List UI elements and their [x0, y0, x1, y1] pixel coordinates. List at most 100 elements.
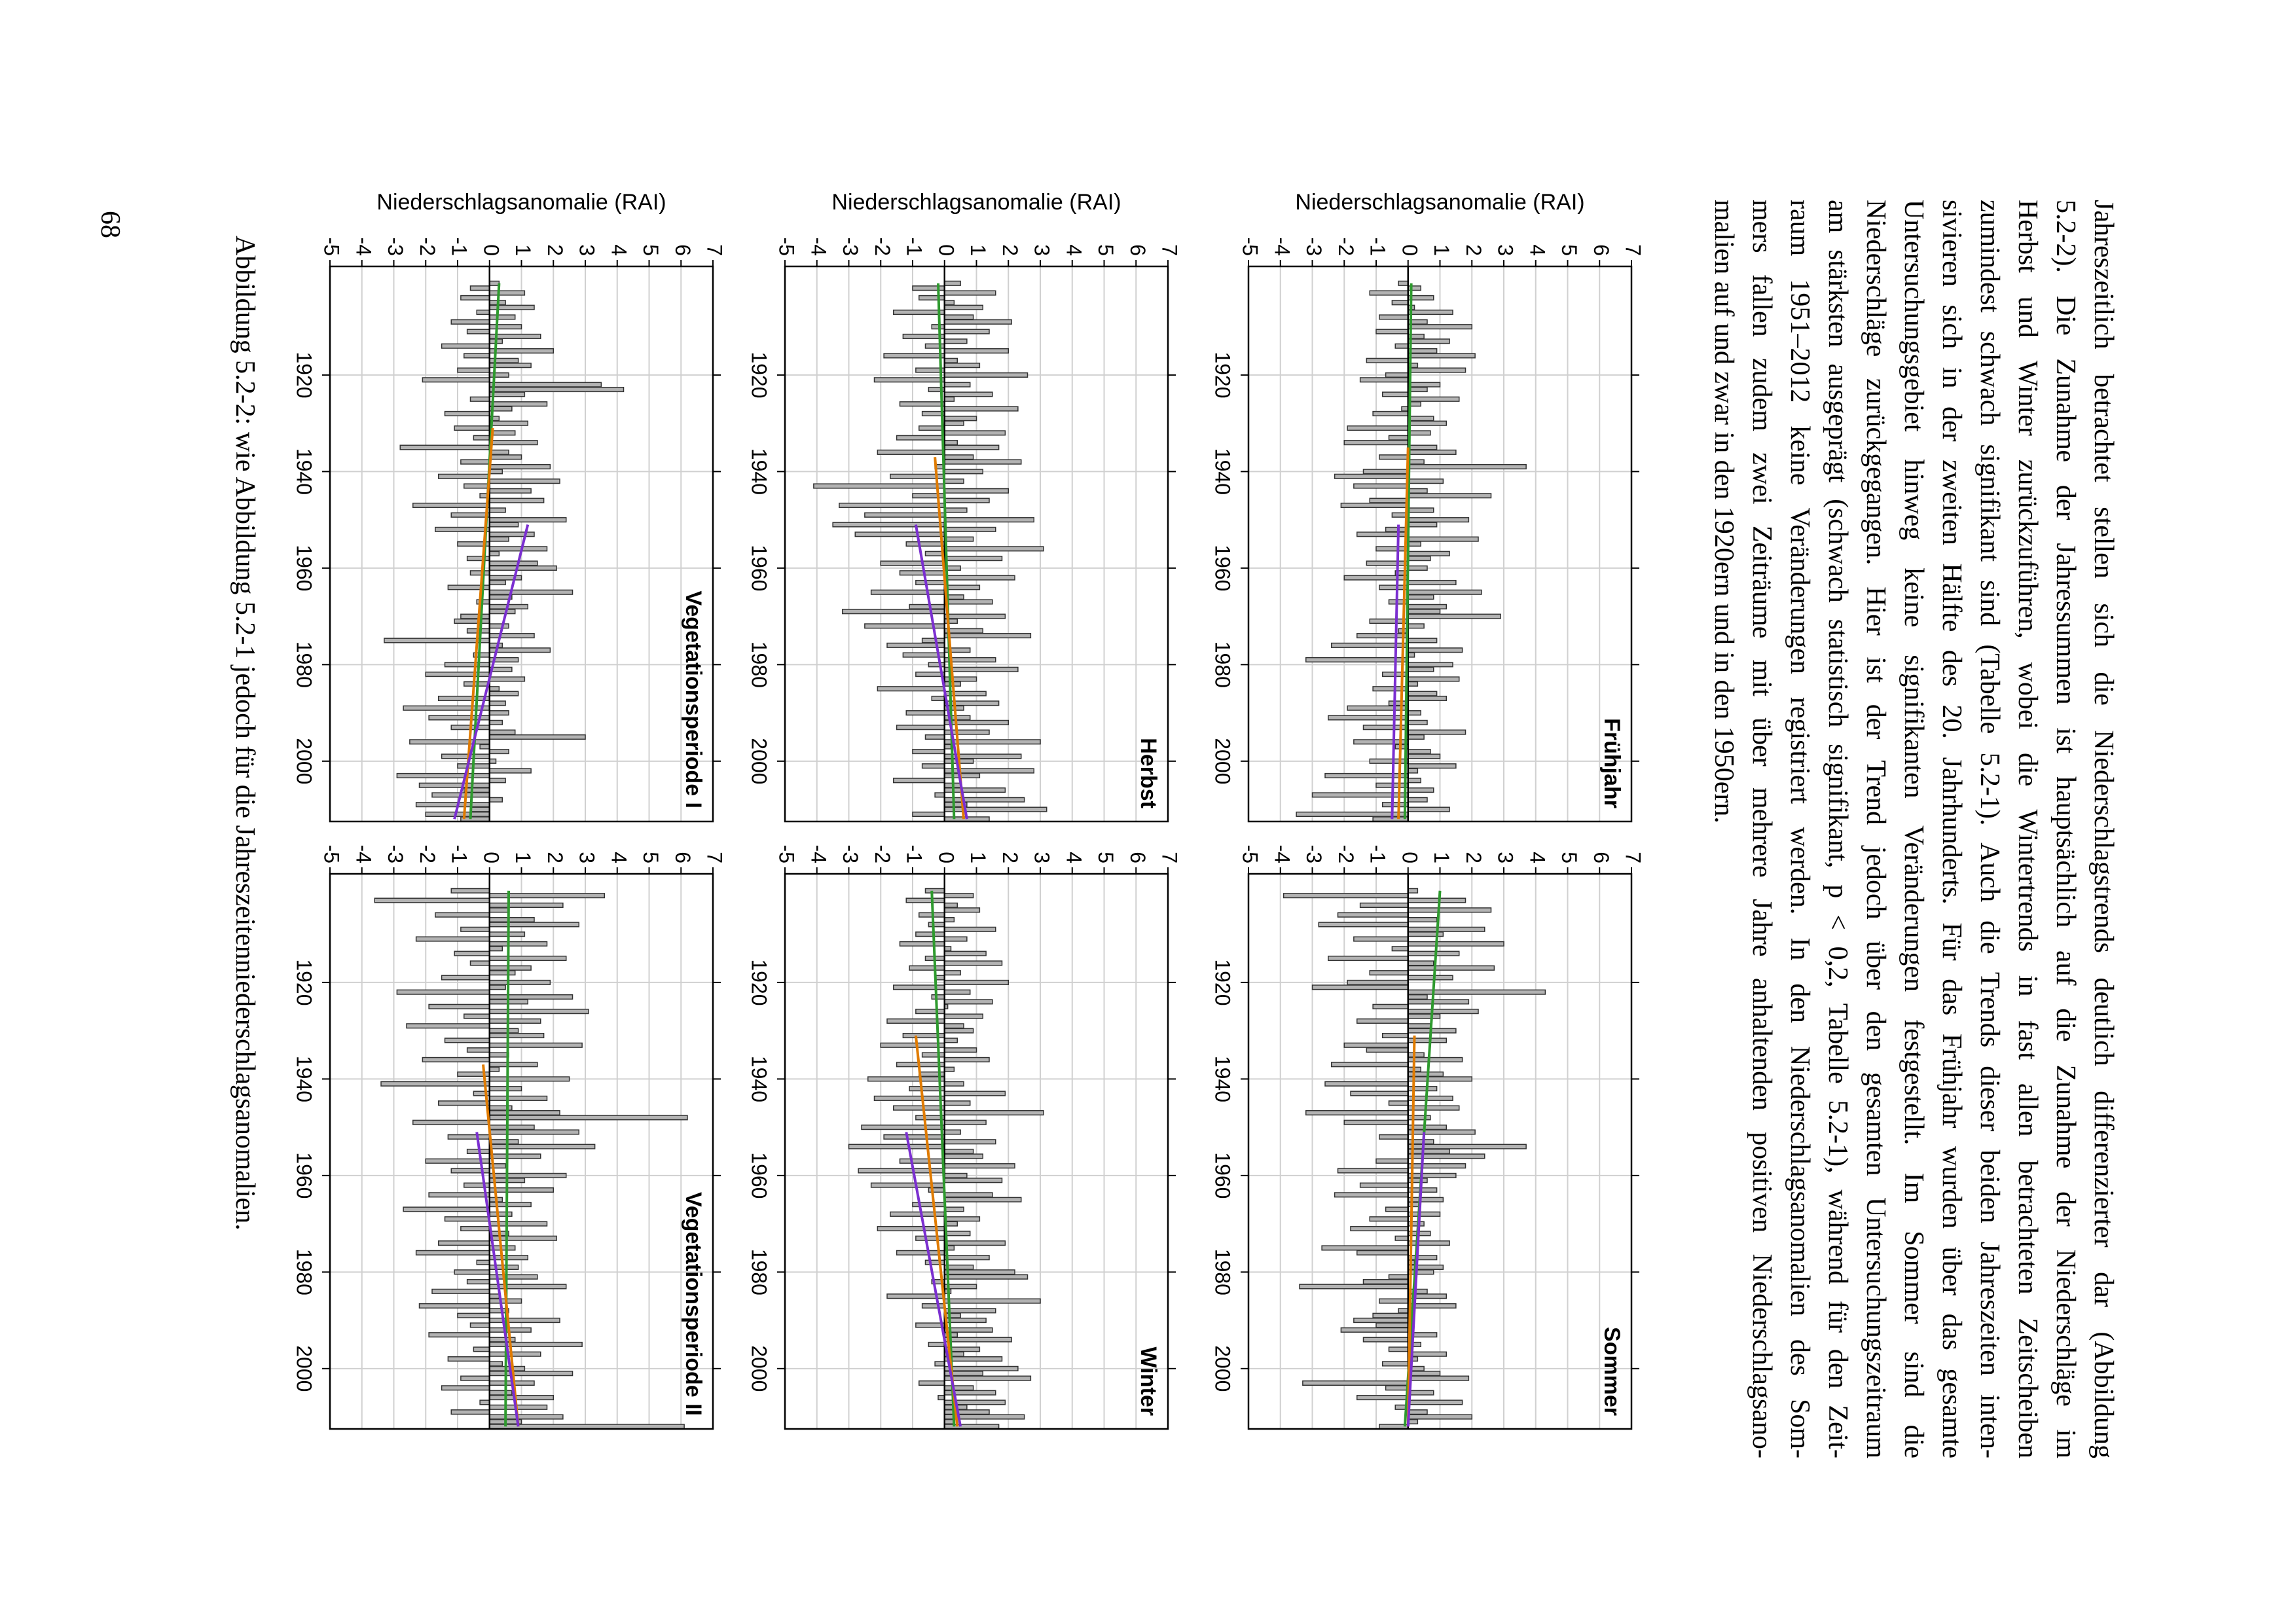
bar	[944, 536, 974, 542]
trend-line	[453, 524, 530, 820]
bar	[1408, 1009, 1479, 1015]
bar	[454, 425, 490, 431]
bar	[422, 377, 490, 383]
bar	[464, 353, 490, 359]
bar	[1408, 488, 1428, 494]
bar	[489, 1351, 541, 1357]
bar	[489, 1076, 570, 1082]
bar	[944, 585, 981, 590]
bar	[489, 550, 500, 556]
bar	[1408, 999, 1470, 1005]
bar	[489, 348, 554, 354]
plot-frame	[784, 873, 1169, 1430]
bar	[1408, 749, 1431, 755]
bar	[1408, 565, 1428, 571]
bar	[489, 575, 522, 581]
bar	[1408, 681, 1419, 687]
y-tick-label: -3	[384, 845, 407, 863]
bar	[1375, 1158, 1409, 1164]
bar	[489, 1404, 548, 1410]
bar	[412, 502, 490, 509]
y-tick-label: 1	[1430, 244, 1453, 256]
y-tick-label: 6	[1126, 852, 1150, 863]
bar	[944, 666, 1019, 672]
bar	[1369, 1216, 1409, 1222]
x-tick-label: 1940	[1211, 448, 1235, 495]
bar	[944, 459, 1022, 465]
bar	[864, 512, 945, 518]
plot-frame	[1247, 265, 1633, 823]
bar	[1408, 463, 1527, 470]
bar	[460, 613, 490, 619]
bar	[489, 536, 509, 542]
y-tick-label: 0	[479, 244, 503, 256]
y-tick-label: -5	[320, 845, 344, 863]
bar	[489, 372, 509, 378]
bar	[1408, 662, 1453, 668]
bar	[1408, 382, 1441, 388]
bar	[450, 888, 490, 893]
bar	[489, 1318, 560, 1324]
bar	[1379, 454, 1409, 460]
bar	[1324, 772, 1409, 779]
bar	[921, 638, 945, 643]
bar	[924, 343, 945, 349]
bar	[899, 570, 945, 576]
bar	[1379, 1298, 1409, 1304]
bar	[1408, 1197, 1444, 1202]
bar	[489, 1009, 589, 1015]
bar	[944, 1028, 974, 1034]
bar	[944, 1178, 1003, 1183]
bar	[489, 902, 564, 908]
plot-frame	[1247, 873, 1633, 1430]
bar	[489, 768, 532, 774]
x-tick-label: 1960	[1211, 545, 1235, 591]
y-tick-label: -1	[448, 845, 471, 863]
x-tick-label: 1920	[1211, 959, 1235, 1005]
bar	[435, 526, 490, 532]
bar	[1408, 1052, 1425, 1058]
bar	[425, 672, 490, 677]
bar	[1394, 343, 1409, 349]
plot-frame	[329, 265, 714, 823]
x-tick-label: 1980	[748, 1249, 771, 1295]
bar	[489, 1129, 579, 1135]
y-tick-label: 2	[543, 852, 567, 863]
bar	[489, 463, 551, 470]
bar	[944, 348, 1009, 354]
bar	[1369, 497, 1409, 503]
text-line: malien auf und zwar in den 1920ern und i…	[1709, 200, 1739, 823]
x-tick-label: 1920	[293, 352, 316, 398]
bar	[944, 1100, 971, 1106]
bar	[944, 416, 977, 422]
bar	[1359, 377, 1409, 383]
bar	[464, 787, 490, 793]
y-tick-label: 7	[1158, 244, 1182, 256]
text-line: 5.2-2). Die Zunahme der Jahressummen ist…	[2050, 200, 2081, 1458]
bar	[944, 440, 958, 446]
x-tick-label: 1940	[1211, 1056, 1235, 1102]
y-tick-label: 4	[1525, 244, 1549, 256]
x-tick-label: 2000	[748, 738, 771, 784]
x-tick-label: 1980	[1211, 1249, 1235, 1295]
bar	[944, 1197, 1022, 1202]
y-tick-label: -3	[384, 238, 407, 256]
bar	[1311, 984, 1409, 990]
bar	[1362, 1337, 1409, 1343]
x-tick-label: 1980	[293, 1249, 316, 1295]
bar	[1366, 1047, 1409, 1053]
y-tick-label: -5	[775, 845, 799, 863]
bar	[1343, 1119, 1409, 1125]
bar	[1408, 396, 1460, 402]
bar	[883, 1134, 945, 1140]
bar	[909, 604, 945, 609]
bar	[934, 1361, 945, 1367]
bar	[489, 1187, 554, 1193]
y-tick-label: 5	[1094, 244, 1118, 256]
bar	[921, 1303, 945, 1309]
bar	[899, 941, 945, 947]
bar	[944, 599, 993, 605]
bar	[944, 430, 1006, 436]
y-tick-label: 0	[1398, 244, 1421, 256]
text-line: mers fallen zudem zwei Zeiträume mit übe…	[1747, 200, 1777, 1458]
